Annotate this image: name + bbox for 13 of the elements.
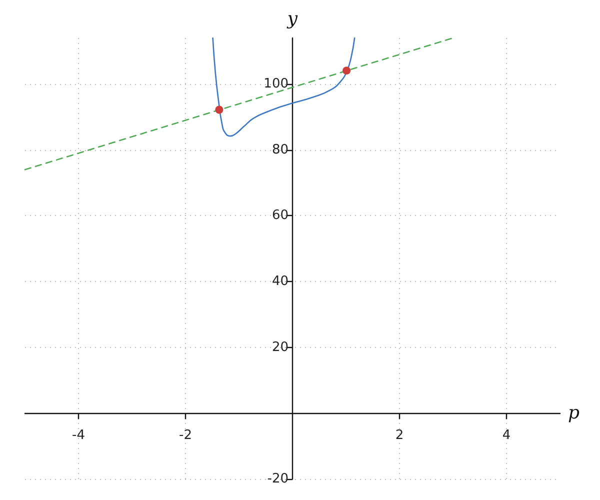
y-tick-label: -20 xyxy=(267,472,288,486)
y-tick-label: 40 xyxy=(272,274,288,290)
y-axis-title: y xyxy=(286,8,298,30)
x-tick-label: -2 xyxy=(179,428,192,444)
x-tick-label: 4 xyxy=(502,428,511,444)
x-tick-label: -4 xyxy=(72,428,85,444)
x-tick-label: 2 xyxy=(395,428,404,444)
y-tick-label: 80 xyxy=(272,142,288,158)
y-tick-label: 100 xyxy=(264,76,288,92)
x-axis-title: p xyxy=(568,402,580,424)
y-tick-label: 20 xyxy=(272,340,288,355)
y-tick-label: 60 xyxy=(272,208,288,224)
line-series xyxy=(212,37,356,137)
